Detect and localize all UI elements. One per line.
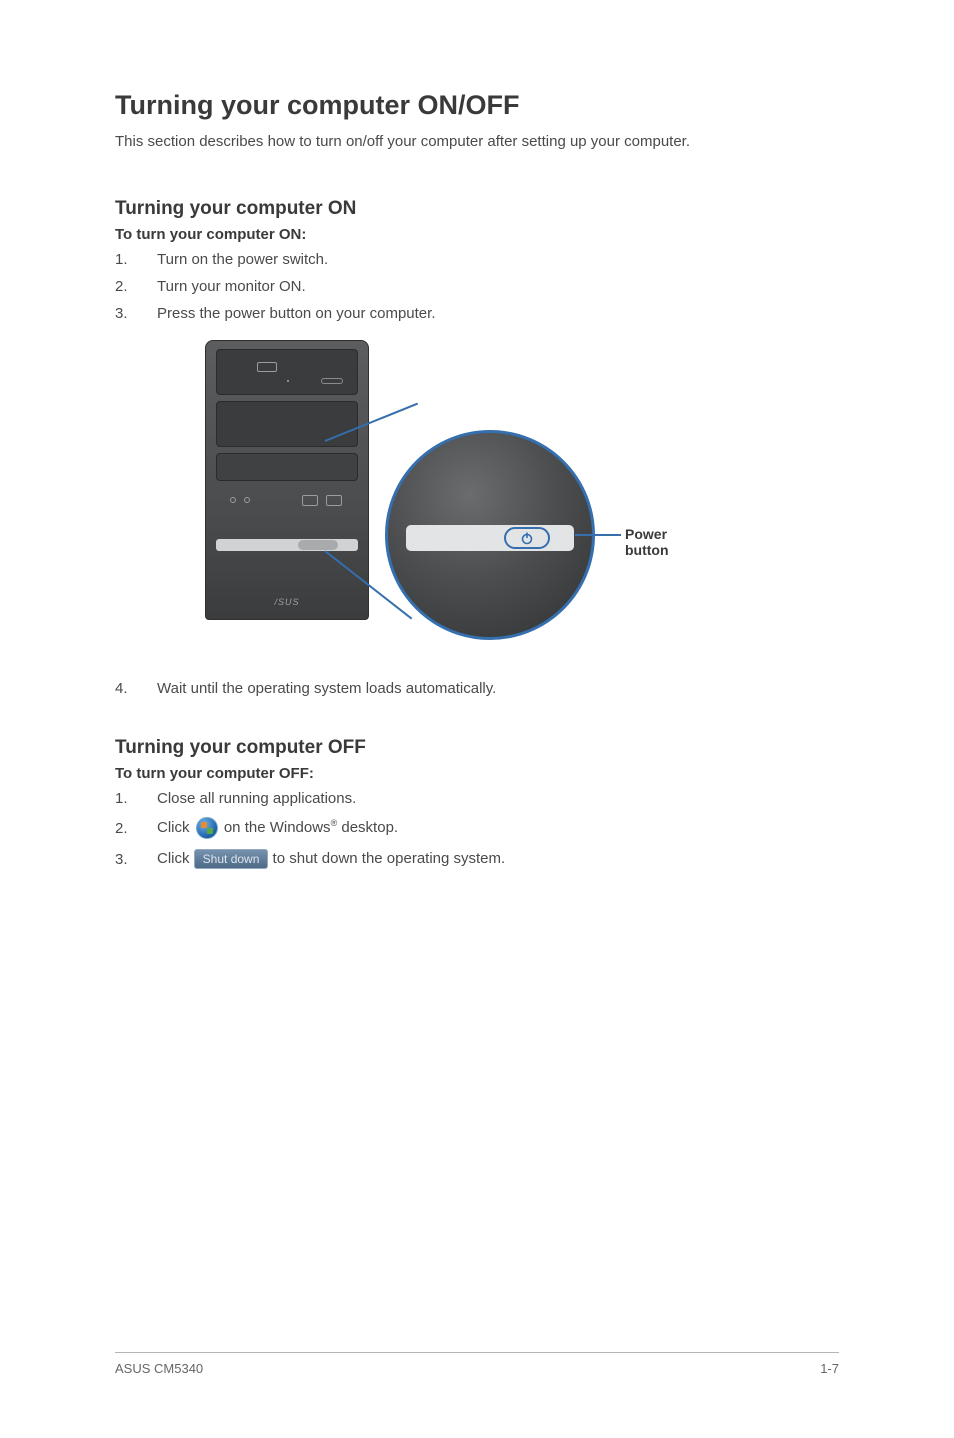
step-text: Wait until the operating system loads au… (157, 680, 496, 697)
list-item: 3. Click Shut down to shut down the oper… (115, 849, 839, 869)
intro-text: This section describes how to turn on/of… (115, 133, 839, 150)
section-off-heading: Turning your computer OFF (115, 737, 839, 759)
power-button-icon (504, 527, 550, 549)
drive-bay-cover (216, 401, 358, 447)
power-button-strip (216, 539, 358, 551)
step-text: Turn on the power switch. (157, 251, 328, 268)
magnified-power-strip (406, 525, 574, 551)
list-item: 2.Turn your monitor ON. (115, 278, 839, 295)
asus-logo: /SUS (274, 597, 299, 607)
front-ports (224, 491, 352, 511)
optical-drive-bay (216, 349, 358, 395)
step-text: Click Shut down to shut down the operati… (157, 849, 505, 869)
step-number: 4. (115, 680, 157, 697)
label-leader-line (575, 534, 621, 536)
list-item: 1.Close all running applications. (115, 790, 839, 807)
list-item: 1.Turn on the power switch. (115, 251, 839, 268)
computer-tower-illustration: /SUS (205, 340, 369, 620)
step-number: 1. (115, 790, 157, 807)
shutdown-button-graphic: Shut down (194, 849, 269, 869)
footer-product: ASUS CM5340 (115, 1361, 203, 1376)
eject-slot-icon (321, 378, 343, 384)
step-number: 3. (115, 305, 157, 322)
page-title: Turning your computer ON/OFF (115, 90, 839, 121)
off-steps-list: 1.Close all running applications. 2. Cli… (115, 790, 839, 869)
step-number: 3. (115, 851, 157, 868)
on-steps-list-cont: 4.Wait until the operating system loads … (115, 680, 839, 697)
step-text: Click on the Windows® desktop. (157, 817, 398, 839)
usb-ports-icon (302, 495, 342, 505)
section-on-heading: Turning your computer ON (115, 198, 839, 220)
footer-page-number: 1-7 (820, 1361, 839, 1376)
power-button-diagram: /SUS Power button (175, 340, 695, 650)
front-panel (216, 453, 358, 481)
step-text: Press the power button on your computer. (157, 305, 436, 322)
power-button-cap (298, 540, 338, 550)
power-button-label: Power button (625, 526, 695, 558)
audio-jack-icon (230, 497, 236, 503)
magnifier-lens (385, 430, 595, 640)
step-number: 2. (115, 278, 157, 295)
list-item: 3.Press the power button on your compute… (115, 305, 839, 322)
dvd-icon (257, 362, 281, 372)
audio-jack-icon (244, 497, 250, 503)
step-number: 1. (115, 251, 157, 268)
step-text: Turn your monitor ON. (157, 278, 306, 295)
step-text: Close all running applications. (157, 790, 356, 807)
list-item: 4.Wait until the operating system loads … (115, 680, 839, 697)
page-footer: ASUS CM5340 1-7 (115, 1352, 839, 1376)
step-number: 2. (115, 820, 157, 837)
list-item: 2. Click on the Windows® desktop. (115, 817, 839, 839)
section-on-subhead: To turn your computer ON: (115, 226, 839, 243)
windows-start-icon (196, 817, 218, 839)
on-steps-list: 1.Turn on the power switch. 2.Turn your … (115, 251, 839, 322)
drive-dot-icon (287, 380, 289, 382)
section-off-subhead: To turn your computer OFF: (115, 765, 839, 782)
